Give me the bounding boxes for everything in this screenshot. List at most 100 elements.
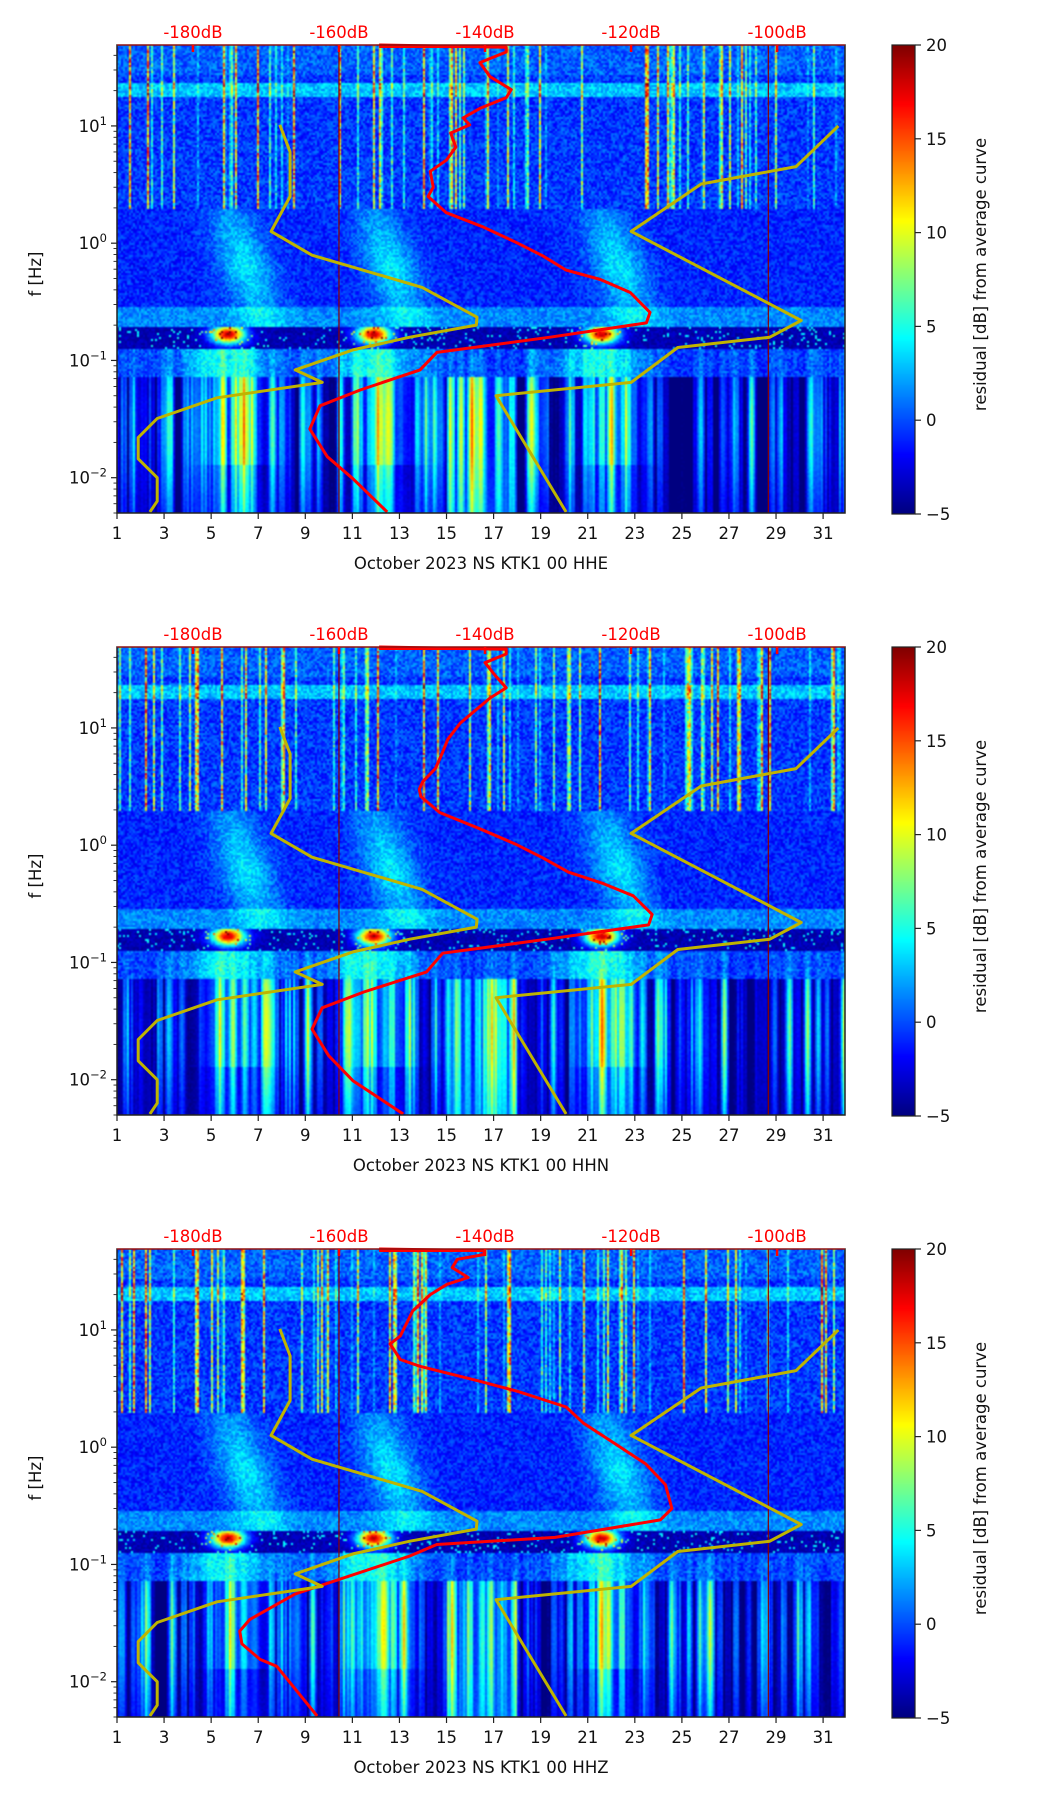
- y-axis-tick-label: 10−2: [69, 1068, 107, 1090]
- y-axis-tick-label: 101: [79, 1318, 107, 1340]
- x-axis-tick-label: 19: [530, 1728, 551, 1747]
- db-axis-tick-label: -160dB: [309, 625, 368, 644]
- x-axis-tick-label: 15: [436, 1728, 457, 1747]
- y-tick-base: 10: [69, 953, 90, 972]
- y-tick-base: 10: [79, 1321, 100, 1340]
- nlnm-curve: [136, 726, 479, 1115]
- colorbar-tick-label: 5: [926, 317, 937, 336]
- x-axis-tick-label: 7: [253, 524, 264, 543]
- x-axis-tick-label: 27: [718, 1728, 739, 1747]
- nhnm-curve: [494, 124, 840, 513]
- y-tick-exponent: −2: [90, 1068, 107, 1082]
- x-axis-tick-label: 21: [577, 1126, 598, 1145]
- y-tick-base: 10: [69, 469, 90, 488]
- x-axis-tick-label: 3: [159, 1126, 170, 1145]
- db-axis-tick-label: -140dB: [455, 1227, 514, 1246]
- x-axis-tick-label: 7: [253, 1126, 264, 1145]
- colorbar-frame: [891, 646, 916, 1117]
- x-axis-tick-label: 23: [624, 524, 645, 543]
- x-axis-label: October 2023 NS KTK1 00 HHZ: [353, 1758, 608, 1777]
- y-axis-tick-label: 100: [79, 231, 107, 253]
- y-axis-tick-label: 10−1: [69, 950, 107, 972]
- db-axis-tick-label: -160dB: [309, 1227, 368, 1246]
- y-tick-exponent: −1: [90, 348, 107, 362]
- y-axis-tick-label: 101: [79, 114, 107, 136]
- colorbar-label: residual [dB] from average curve: [971, 740, 990, 1013]
- x-axis-tick-label: 21: [577, 1728, 598, 1747]
- y-tick-base: 10: [69, 1555, 90, 1574]
- x-axis-tick-label: 25: [671, 1728, 692, 1747]
- y-axis-tick-label: 10−1: [69, 1552, 107, 1574]
- x-axis-tick-label: 13: [389, 1728, 410, 1747]
- x-axis-tick-label: 29: [766, 524, 787, 543]
- colorbar-tick-label: 10: [926, 826, 947, 845]
- y-tick-exponent: 0: [100, 231, 107, 245]
- y-axis-label: f [Hz]: [26, 854, 45, 899]
- y-tick-exponent: 0: [100, 1435, 107, 1449]
- x-axis-tick-label: 5: [206, 1728, 217, 1747]
- x-axis-tick-label: 19: [530, 1126, 551, 1145]
- y-axis-label: f [Hz]: [26, 252, 45, 297]
- y-axis-tick-label: 100: [79, 1435, 107, 1457]
- y-axis-tick-label: 10−2: [69, 1670, 107, 1692]
- x-axis-tick-label: 19: [530, 524, 551, 543]
- median-psd-curve: [238, 1247, 674, 1717]
- y-tick-exponent: −1: [90, 950, 107, 964]
- x-axis-tick-label: 5: [206, 524, 217, 543]
- colorbar-tick-label: 15: [926, 130, 947, 149]
- x-axis-tick-label: 23: [624, 1728, 645, 1747]
- nlnm-curve: [136, 1328, 479, 1717]
- x-axis-tick-label: 9: [300, 1126, 311, 1145]
- x-axis-tick-label: 15: [436, 524, 457, 543]
- x-axis-tick-label: 31: [813, 1126, 834, 1145]
- colorbar-tick-label: 20: [926, 638, 947, 657]
- colorbar-tick-label: 20: [926, 36, 947, 55]
- x-axis-label: October 2023 NS KTK1 00 HHE: [354, 554, 608, 573]
- x-axis-tick-label: 29: [766, 1126, 787, 1145]
- y-axis-tick-label: 10−1: [69, 348, 107, 370]
- colorbar-tick-label: −5: [926, 1709, 950, 1728]
- db-axis-tick-label: -120dB: [601, 23, 660, 42]
- colorbar-tick-label: 15: [926, 732, 947, 751]
- x-axis-tick-label: 5: [206, 1126, 217, 1145]
- db-axis-tick-label: -180dB: [163, 1227, 222, 1246]
- db-axis-tick-label: -160dB: [309, 23, 368, 42]
- y-tick-exponent: −2: [90, 1670, 107, 1684]
- x-axis-tick-label: 9: [300, 524, 311, 543]
- x-axis-tick-label: 31: [813, 1728, 834, 1747]
- y-tick-exponent: −2: [90, 466, 107, 480]
- x-axis-tick-label: 9: [300, 1728, 311, 1747]
- y-tick-exponent: 0: [100, 833, 107, 847]
- colorbar-tick-label: 15: [926, 1334, 947, 1353]
- colorbar-label: residual [dB] from average curve: [971, 138, 990, 411]
- y-tick-exponent: 1: [100, 114, 107, 128]
- x-axis-tick-label: 27: [718, 1126, 739, 1145]
- x-axis-tick-label: 7: [253, 1728, 264, 1747]
- db-axis-tick-label: -120dB: [601, 625, 660, 644]
- y-axis-tick-label: 101: [79, 716, 107, 738]
- y-tick-base: 10: [79, 117, 100, 136]
- colorbar-frame: [891, 44, 916, 515]
- plot-frame: [116, 646, 846, 1116]
- y-tick-base: 10: [79, 1438, 100, 1457]
- plot-frame: [116, 1248, 846, 1718]
- x-axis-tick-label: 23: [624, 1126, 645, 1145]
- spectrogram-panel-hhz: -180dB -160dB -140dB -120dB -100dB 1 3 5 7 9 11 13 1…: [0, 1204, 1052, 1806]
- db-axis-tick-label: -180dB: [163, 625, 222, 644]
- db-axis-tick-label: -100dB: [747, 625, 806, 644]
- plot-frame: [116, 44, 846, 514]
- x-axis-label: October 2023 NS KTK1 00 HHN: [353, 1156, 609, 1175]
- x-axis-tick-label: 27: [718, 524, 739, 543]
- x-axis-tick-label: 3: [159, 524, 170, 543]
- spectrogram-panel-hhn: -180dB -160dB -140dB -120dB -100dB 1 3 5 7 9 11 13 1…: [0, 602, 1052, 1204]
- nlnm-curve: [136, 124, 479, 513]
- y-tick-base: 10: [79, 836, 100, 855]
- db-axis-tick-label: -120dB: [601, 1227, 660, 1246]
- spectrogram-panel-hhe: -180dB -160dB -140dB -120dB -100dB 1 3 5 7 9 11 13 1…: [0, 0, 1052, 602]
- x-axis-tick-label: 11: [342, 524, 363, 543]
- db-axis-tick-label: -140dB: [455, 625, 514, 644]
- x-axis-tick-label: 1: [112, 1126, 123, 1145]
